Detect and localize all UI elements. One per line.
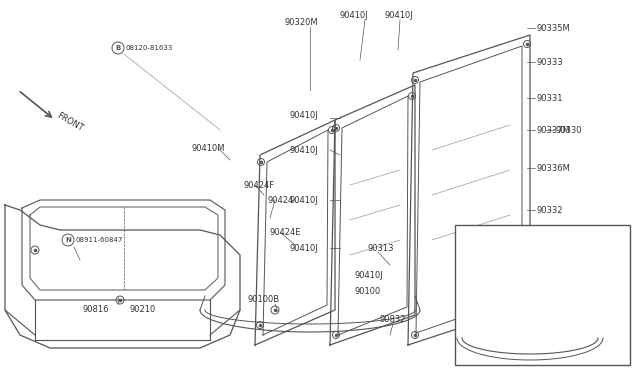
- Text: 96030: 96030: [465, 263, 492, 273]
- Text: 90334: 90334: [537, 244, 563, 253]
- Text: 90424: 90424: [268, 196, 294, 205]
- Text: 90410J: 90410J: [290, 196, 319, 205]
- Text: 90410M: 90410M: [192, 144, 225, 153]
- Text: 90816: 90816: [82, 305, 109, 314]
- Text: 90510B: 90510B: [555, 350, 587, 359]
- Text: 90100B: 90100B: [248, 295, 280, 305]
- Text: 90320M: 90320M: [285, 17, 319, 26]
- Text: 90424E: 90424E: [270, 228, 301, 237]
- Text: 90410J: 90410J: [290, 244, 319, 253]
- Text: 90410J: 90410J: [355, 270, 384, 279]
- Text: 08120-81633: 08120-81633: [125, 45, 172, 51]
- FancyBboxPatch shape: [455, 225, 630, 365]
- Text: 90410J: 90410J: [290, 110, 319, 119]
- Text: 90410J: 90410J: [385, 10, 413, 19]
- Text: 90100: 90100: [355, 288, 381, 296]
- Text: 90338M: 90338M: [537, 280, 571, 289]
- Text: 90410J: 90410J: [340, 10, 369, 19]
- Text: 90832: 90832: [380, 315, 406, 324]
- Text: 90331: 90331: [537, 93, 563, 103]
- Text: 90424F: 90424F: [244, 180, 275, 189]
- Text: 90210: 90210: [130, 305, 156, 314]
- Text: 90330: 90330: [556, 125, 582, 135]
- Text: 84478F: 84478F: [588, 289, 620, 298]
- Text: 90335M: 90335M: [537, 23, 571, 32]
- Text: 90337M: 90337M: [537, 125, 571, 135]
- Text: FRONT: FRONT: [55, 111, 84, 133]
- Text: N: N: [65, 237, 71, 243]
- Text: 90410J: 90410J: [290, 145, 319, 154]
- Text: 90332: 90332: [537, 205, 563, 215]
- Text: 08911-60847: 08911-60847: [75, 237, 122, 243]
- Text: 90313: 90313: [368, 244, 394, 253]
- Text: 96030D: 96030D: [588, 273, 621, 282]
- Text: 90336M: 90336M: [537, 164, 571, 173]
- Text: DP: DP: [467, 227, 481, 237]
- Text: B: B: [115, 45, 120, 51]
- Text: 90333: 90333: [537, 58, 564, 67]
- Text: ^900*003B: ^900*003B: [586, 359, 630, 368]
